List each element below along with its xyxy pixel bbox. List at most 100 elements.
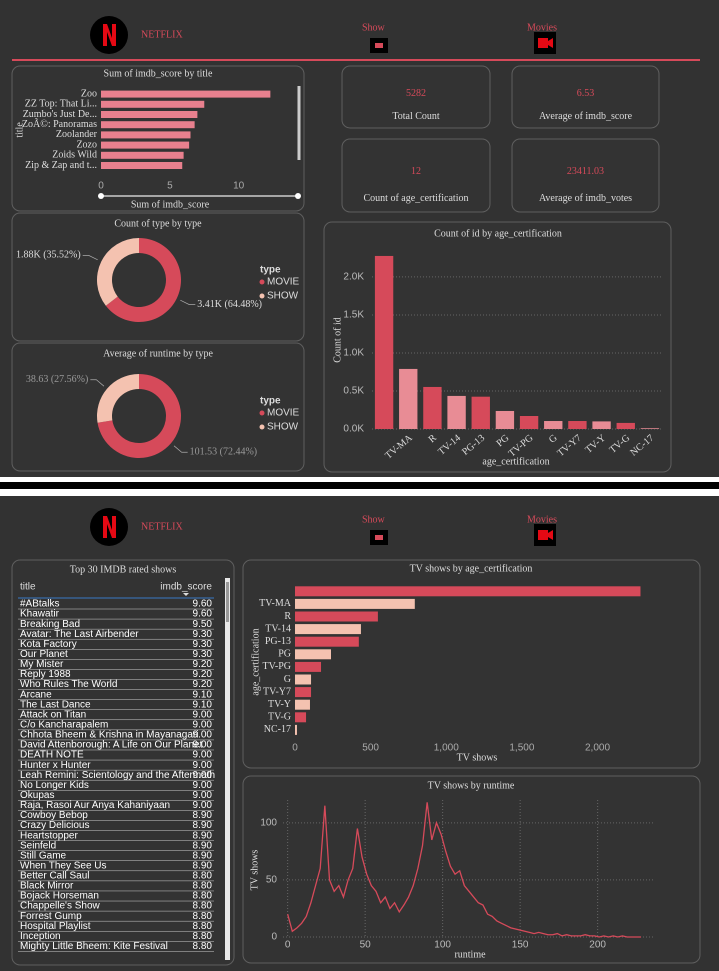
kpi-label: Average of imdb_votes [539, 193, 632, 204]
bar [640, 428, 660, 429]
cell: 9.30 [193, 639, 213, 650]
y-axis-label: Count of id [332, 317, 343, 363]
cell: 8.90 [193, 810, 213, 821]
cell: Bojack Horseman [20, 891, 99, 902]
panel [341, 138, 491, 213]
bar [101, 121, 195, 129]
y-tick-label: Zumbo's Just De... [23, 109, 97, 120]
bar [374, 255, 394, 429]
y-tick-label: 0 [271, 932, 277, 943]
cell: 8.80 [193, 931, 213, 942]
cell: 9.30 [193, 629, 213, 640]
y-tick-label: PG-13 [265, 636, 291, 647]
y-tick-label: Zoids Wild [52, 150, 97, 161]
bar [295, 611, 378, 622]
cell: 8.90 [193, 820, 213, 831]
x-axis-label: TV shows [457, 752, 498, 763]
x-tick-label: 5 [167, 181, 173, 192]
y-tick-label: PG [278, 649, 291, 660]
x-tick-label: 100 [434, 940, 451, 951]
cell: Hospital Playlist [20, 921, 91, 932]
brand: NETFLIX [141, 29, 183, 40]
bar [101, 111, 198, 118]
bar [295, 699, 310, 710]
legend-label: SHOW [267, 422, 299, 433]
cell: Leah Remini: Scientology and the Afterma… [20, 770, 215, 781]
cell: 8.80 [193, 941, 213, 952]
bar [519, 415, 539, 429]
y-tick-label: Zip & Zap and t... [25, 160, 97, 171]
legend-swatch [259, 424, 265, 430]
y-axis-label: title [14, 122, 25, 138]
y-tick-label: R [284, 611, 291, 622]
scrollbar [225, 578, 230, 960]
kpi-value: 23411.03 [567, 166, 604, 177]
kpi-label: Total Count [392, 111, 440, 122]
nav-movies: Movies [527, 514, 557, 525]
bar [295, 724, 297, 735]
cell: Mighty Little Bheem: Kite Festival [20, 941, 168, 952]
cell: Attack on Titan [20, 709, 86, 720]
cell: 9.20 [193, 679, 213, 690]
x-tick-label: 1,000 [434, 743, 459, 754]
bar [295, 586, 641, 597]
cell: Hunter x Hunter [20, 760, 91, 771]
kpi-label: Count of age_certification [364, 193, 469, 204]
cell: Khawatir [20, 609, 60, 620]
donut-slice [97, 374, 181, 458]
line [287, 802, 642, 938]
x-tick-label: 200 [589, 940, 606, 951]
bar [592, 421, 611, 429]
chart-title: Count of id by age_certification [434, 228, 562, 239]
panel [11, 559, 235, 966]
donut-slice [97, 374, 139, 423]
cell: Chappelle's Show [20, 901, 101, 912]
legend-title: type [260, 396, 281, 407]
chart-title: TV shows by age_certification [410, 563, 533, 574]
legend-label: MOVIE [267, 408, 300, 419]
x-axis-label: Sum of imdb_score [131, 199, 210, 210]
chart-title: Sum of imdb_score by title [104, 68, 213, 79]
brand: NETFLIX [141, 521, 183, 532]
cell: When They See Us [20, 860, 107, 871]
panel [11, 342, 305, 472]
y-tick-label: ZoÃ©: Panoramas [22, 118, 97, 130]
cell: 9.60 [193, 609, 213, 620]
chart-title: Count of type by type [114, 218, 202, 229]
y-tick-label: ZZ Top: That Li... [25, 99, 97, 110]
cell: Black Mirror [20, 881, 74, 892]
cell: 8.80 [193, 871, 213, 882]
cell: Crazy Delicious [20, 820, 89, 831]
cell: No Longer Kids [20, 780, 89, 791]
cell: 9.20 [193, 669, 213, 680]
y-tick-label: G [284, 674, 291, 685]
cell: Kota Factory [20, 639, 77, 650]
bar [399, 368, 418, 429]
data-label: 38.63 (27.56%) [26, 374, 89, 385]
show-icon-mark [375, 43, 383, 48]
cell: 9.50 [193, 619, 213, 630]
bar [101, 141, 190, 149]
cell: Arcane [20, 689, 52, 700]
x-tick-label: 0 [285, 940, 291, 951]
y-tick-label: TV-PG [262, 661, 291, 672]
cell: 9.00 [193, 790, 213, 801]
cell: DEATH NOTE [20, 750, 84, 761]
panel [341, 65, 491, 129]
donut-slice [97, 238, 139, 306]
bar [101, 90, 271, 98]
bar [101, 162, 183, 169]
cell: C/o Kancharapalem [20, 719, 108, 730]
legend-label: SHOW [267, 291, 299, 302]
x-tick-label: 0 [292, 743, 298, 754]
legend-swatch [259, 410, 265, 416]
nav-show: Show [362, 514, 386, 525]
y-tick-label: TV-MA [259, 598, 292, 609]
cell: 9.00 [193, 760, 213, 771]
donut-slice [105, 238, 182, 322]
cell: 8.80 [193, 881, 213, 892]
y-tick-label: Zozo [76, 139, 97, 150]
kpi-value: 5282 [406, 88, 426, 99]
cell: My Mister [20, 659, 64, 670]
